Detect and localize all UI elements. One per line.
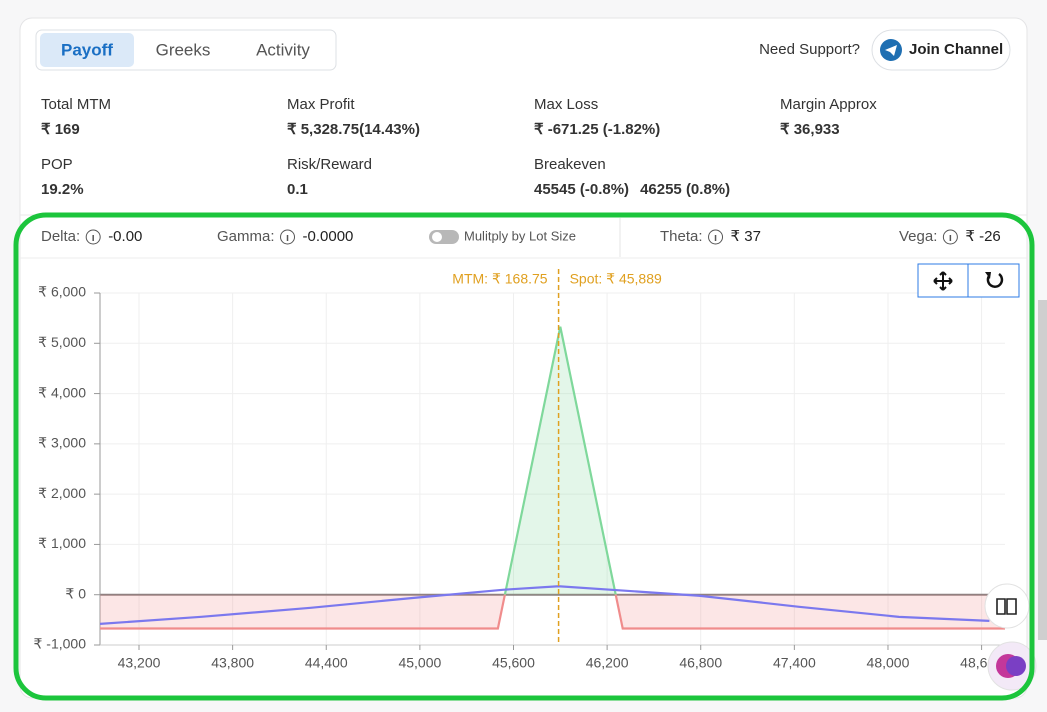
x-tick-label: 43,800 [211,655,254,671]
stat-value: ₹ 169 [41,121,80,138]
stat-label: Max Profit [287,96,355,113]
y-tick-label: ₹ 4,000 [38,384,86,400]
series-line [100,326,1005,630]
info-icon [708,229,724,245]
support-label: Need Support? [759,41,860,58]
brain-icon [1006,656,1026,676]
x-tick-label: 46,800 [679,655,722,671]
lot-toggle-knob [432,232,442,242]
active-tab-bg [40,33,134,67]
join-button-label[interactable]: Join Channel [909,41,1003,58]
greek-label: Delta: [41,228,80,245]
info-icon [942,229,958,245]
greek-label: Gamma: [217,228,275,245]
lot-toggle-label[interactable]: Mulitply by Lot Size [464,228,576,243]
book-icon [996,598,1017,615]
greek-label: Theta: [660,228,703,245]
payoff-area [100,326,1005,629]
greek-value: -0.0000 [303,228,354,245]
y-tick-label: ₹ 1,000 [38,535,86,551]
greek-value: ₹ -26 [965,228,1000,245]
stat-value: 46255 (0.8%) [640,181,730,198]
tab[interactable]: Payoff [61,40,113,59]
scrollbar [1038,300,1047,640]
stat-label: Breakeven [534,156,606,173]
join-button[interactable] [871,29,1011,71]
x-tick-label: 45,000 [398,655,441,671]
greek-value: ₹ 37 [731,228,761,245]
stat-label: Total MTM [41,96,111,113]
stat-value: 0.1 [287,181,308,198]
spot-label: Spot: ₹ 45,889 [570,271,662,287]
x-tick-label: 44,400 [305,655,348,671]
stat-value: ₹ 36,933 [780,121,840,138]
tab[interactable]: Activity [256,40,310,59]
stat-value: 45545 (-0.8%) [534,181,629,198]
stat-value: ₹ -671.25 (-1.82%) [534,121,660,138]
x-tick-label: 46,200 [586,655,629,671]
series-line [100,585,990,625]
y-tick-label: ₹ 5,000 [38,334,86,350]
stat-label: POP [41,156,73,173]
greek-value: -0.00 [108,228,142,245]
stat-label: Risk/Reward [287,156,372,173]
stat-label: Max Loss [534,96,598,113]
telegram-plane [885,45,897,56]
tab[interactable]: Greeks [156,40,211,59]
y-tick-label: ₹ 6,000 [38,284,86,300]
info-icon [280,229,296,245]
stat-label: Margin Approx [780,96,877,113]
x-tick-label: 43,200 [118,655,161,671]
y-tick-label: ₹ 0 [65,585,86,601]
highlight-frame [13,212,1035,701]
stat-value: ₹ 5,328.75(14.43%) [287,121,420,138]
reset-button[interactable] [986,272,1004,288]
y-tick-label: ₹ 2,000 [38,485,86,501]
info-icon [85,229,101,245]
pan-button[interactable] [933,271,953,291]
y-tick-label: ₹ -1,000 [34,636,87,652]
x-tick-label: 45,600 [492,655,535,671]
reset-arrow [985,272,991,279]
stat-value: 19.2% [41,181,84,198]
x-tick-label: 47,400 [773,655,816,671]
mtm-label: MTM: ₹ 168.75 [452,271,547,287]
x-tick-label: 48,000 [867,655,910,671]
y-tick-label: ₹ 3,000 [38,435,86,451]
greek-label: Vega: [899,228,937,245]
